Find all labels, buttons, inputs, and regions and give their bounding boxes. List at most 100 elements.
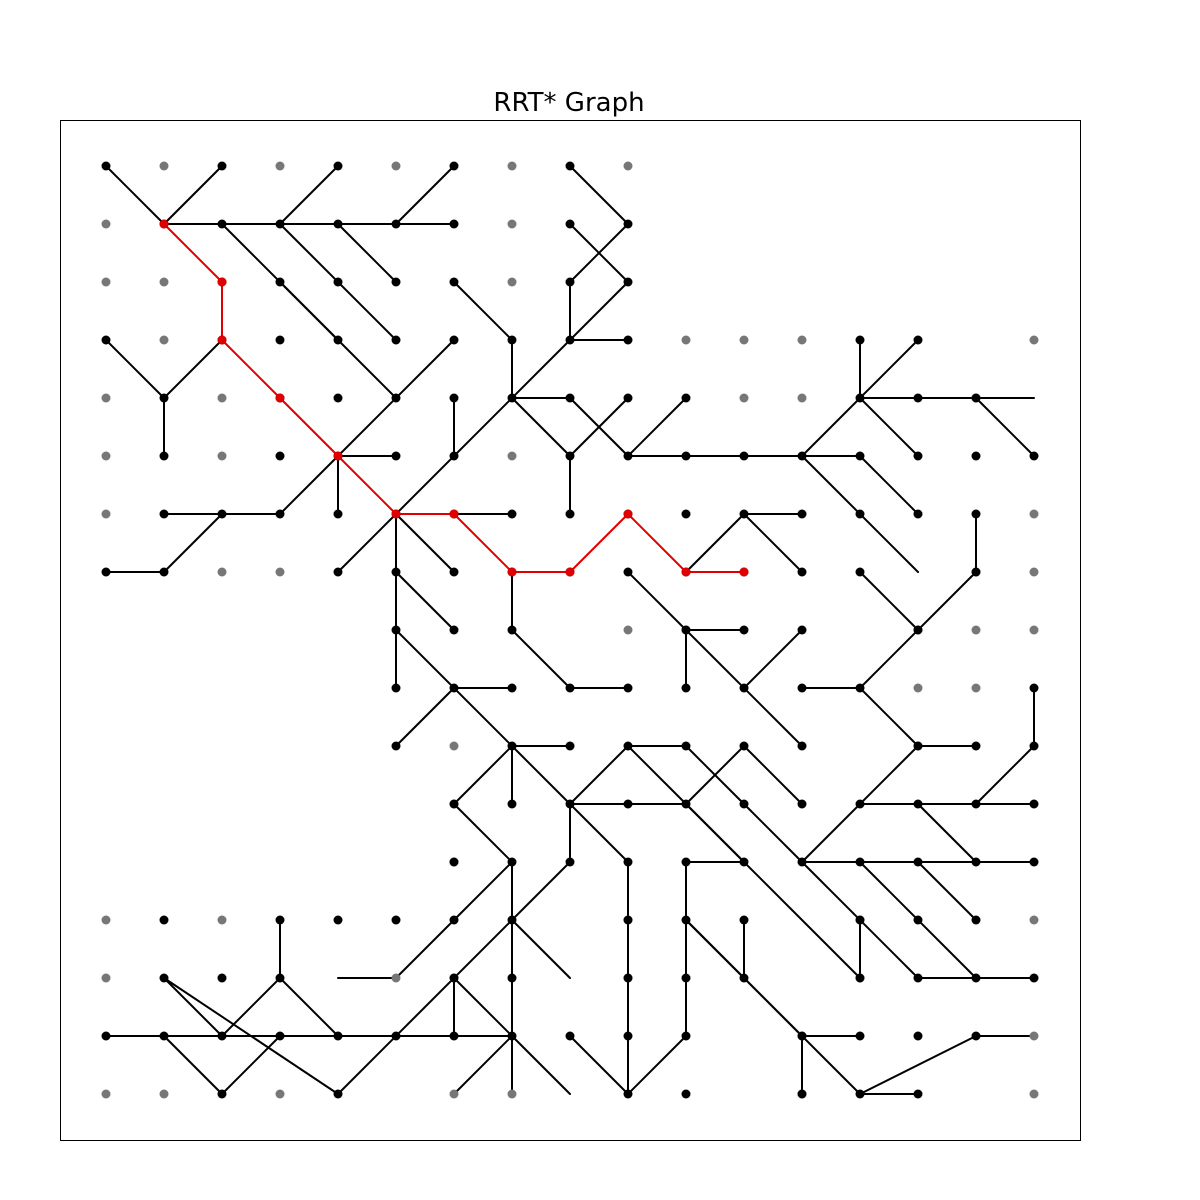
sample-node [275,567,285,577]
tree-node [797,1031,807,1041]
tree-node [217,973,227,983]
tree-node [623,335,633,345]
tree-node [855,393,865,403]
path-edge [279,397,339,457]
tree-edge [511,861,571,921]
tree-node [565,799,575,809]
tree-node [565,683,575,693]
sample-node [1029,625,1039,635]
tree-edge [511,919,571,979]
tree-node [739,741,749,751]
tree-node [681,1031,691,1041]
tree-node [507,683,517,693]
tree-node [797,857,807,867]
tree-node [797,683,807,693]
tree-node [913,857,923,867]
tree-node [971,741,981,751]
tree-edge [221,977,281,1037]
sample-node [101,973,111,983]
tree-node [159,509,169,519]
tree-node [623,741,633,751]
sample-node [623,161,633,171]
tree-node [391,625,401,635]
tree-edge [743,629,803,689]
tree-node [971,857,981,867]
tree-edge [859,571,919,631]
tree-node [623,219,633,229]
tree-edge [337,513,397,573]
tree-edge [395,571,455,631]
sample-node [449,1089,459,1099]
sample-node [101,915,111,925]
tree-node [449,857,459,867]
solution-path [163,223,745,573]
tree-node [391,451,401,461]
tree-node [449,625,459,635]
tree-node [855,335,865,345]
tree-node [449,915,459,925]
sample-node [739,335,749,345]
sample-node [507,1089,517,1099]
tree-node [449,335,459,345]
path-edge [627,513,687,573]
tree-node [913,509,923,519]
tree-node [1029,741,1039,751]
tree-edge [453,745,513,805]
tree-node [681,1089,691,1099]
tree-edge [859,455,919,515]
tree-edge [859,1035,977,1095]
tree-node [449,799,459,809]
tree-node [333,915,343,925]
tree-edge [453,803,513,863]
tree-node [913,915,923,925]
sample-node [681,335,691,345]
tree-node [507,915,517,925]
tree-node [855,973,865,983]
tree-edge [743,977,803,1037]
tree-nodes [101,161,1039,1099]
sample-node [101,393,111,403]
tree-node [623,1031,633,1041]
tree-node [855,857,865,867]
path-edge [453,513,513,573]
tree-edge [511,629,571,689]
tree-node [449,161,459,171]
sample-node [391,973,401,983]
sample-node [507,219,517,229]
tree-node [855,1031,865,1041]
sample-node [159,277,169,287]
tree-node [623,1089,633,1099]
sample-node [159,335,169,345]
sample-node [101,1089,111,1099]
tree-node [797,799,807,809]
sample-node [507,451,517,461]
path-edge [163,223,223,283]
sample-node [797,393,807,403]
sample-node [101,219,111,229]
tree-node [739,451,749,461]
sample-node [217,915,227,925]
tree-node [971,915,981,925]
tree-node [275,973,285,983]
sample-node [449,741,459,751]
tree-node [855,683,865,693]
tree-node [971,567,981,577]
tree-node [623,799,633,809]
path-node [507,567,517,577]
tree-edge [859,687,919,747]
tree-node [623,915,633,925]
path-edge [569,513,629,573]
tree-node [275,335,285,345]
tree-node [913,973,923,983]
tree-node [217,509,227,519]
tree-node [159,915,169,925]
tree-edge [337,223,397,283]
tree-node [681,857,691,867]
tree-node [913,625,923,635]
tree-node [739,799,749,809]
tree-node [797,1089,807,1099]
sample-node [1029,335,1039,345]
tree-node [855,1089,865,1099]
sample-node [971,683,981,693]
sample-node [101,509,111,519]
